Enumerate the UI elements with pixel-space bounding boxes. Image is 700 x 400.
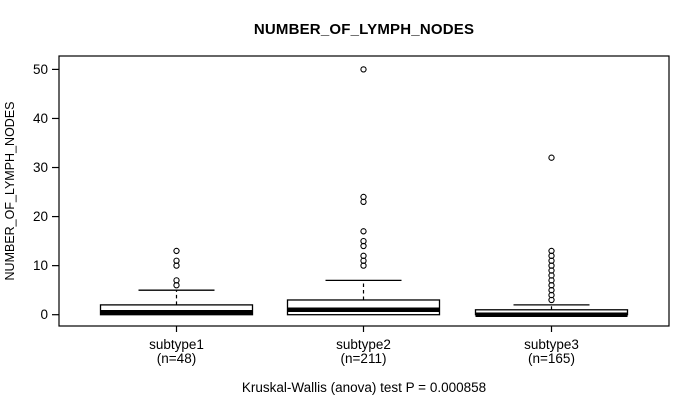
stat-test-caption: Kruskal-Wallis (anova) test P = 0.000858	[242, 380, 486, 395]
y-tick-label: 20	[33, 209, 48, 224]
outlier-point	[173, 277, 180, 284]
group-label: subtype3	[524, 337, 579, 352]
outlier-point	[173, 247, 180, 255]
group-sublabel: (n=165)	[528, 351, 575, 366]
y-axis-label: NUMBER_OF_LYMPH_NODES	[3, 102, 17, 281]
outlier-point	[360, 66, 367, 73]
group-sublabel: (n=48)	[157, 351, 196, 366]
boxplot-group-subtype2: subtype2(n=211)	[286, 66, 441, 366]
outlier-point	[173, 257, 180, 264]
outlier-point	[360, 252, 367, 259]
boxplot-group-subtype3: subtype3(n=165)	[474, 154, 629, 366]
group-label: subtype2	[336, 337, 391, 352]
outlier-point	[548, 247, 555, 255]
outlier-point	[548, 154, 555, 161]
group-label: subtype1	[149, 337, 204, 352]
y-tick-label: 30	[33, 160, 48, 175]
iqr-box	[286, 299, 441, 316]
boxplot-group-subtype1: subtype1(n=48)	[99, 247, 254, 366]
group-sublabel: (n=211)	[341, 351, 387, 366]
outlier-point	[360, 193, 367, 201]
outlier-point	[360, 237, 367, 245]
outlier-point	[360, 228, 367, 235]
y-tick-label: 40	[33, 111, 48, 126]
plot-area: 0 10 20 30 40 50 subtype1(n=48) subtype2(n=211)…	[33, 55, 670, 366]
y-tick-label: 10	[33, 258, 48, 273]
iqr-box	[99, 304, 254, 316]
y-tick-label: 50	[33, 62, 48, 77]
y-tick-label: 0	[40, 307, 48, 322]
chart-title: NUMBER_OF_LYMPH_NODES	[254, 21, 474, 38]
